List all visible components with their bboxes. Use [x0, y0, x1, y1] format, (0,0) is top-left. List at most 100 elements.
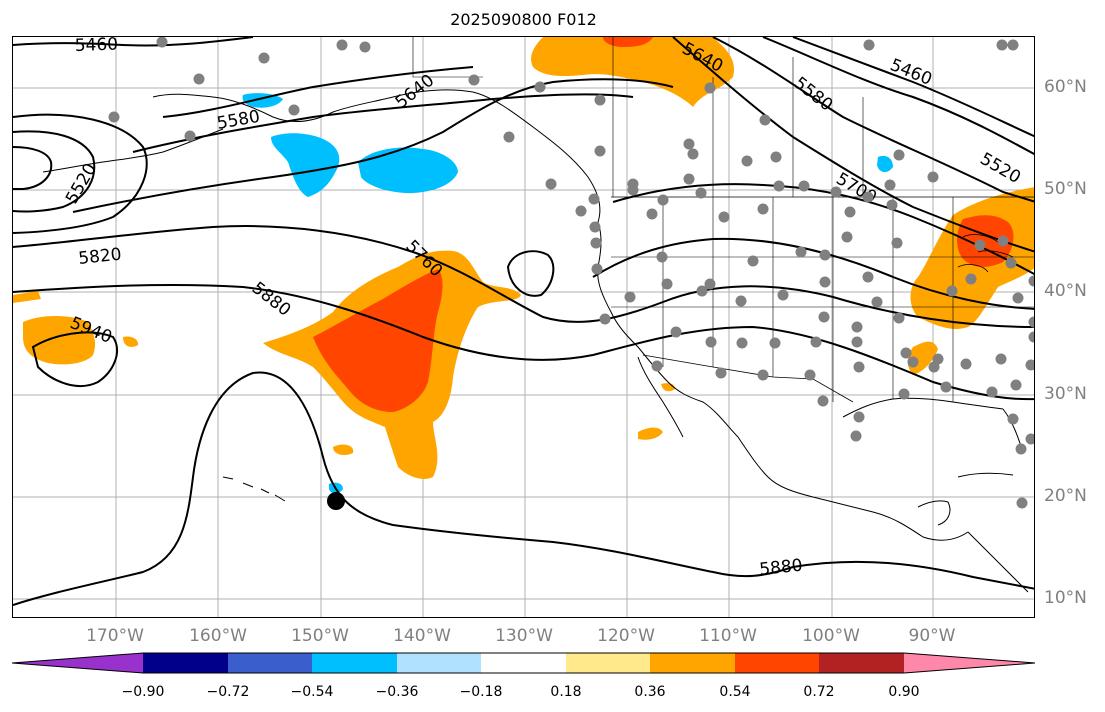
bering-blue-area — [271, 133, 340, 197]
station-dot — [590, 237, 602, 249]
station-dot — [759, 114, 771, 126]
west-pacific-orange-blob — [123, 336, 139, 347]
station-dot — [853, 411, 865, 423]
station-dot — [656, 251, 668, 263]
colorbar-tick-label: −0.72 — [206, 684, 250, 700]
station-dot — [1028, 316, 1034, 328]
station-dot — [898, 388, 910, 400]
station-dot — [627, 184, 639, 196]
colorbar-segment — [735, 653, 819, 673]
station-dot — [468, 74, 480, 86]
contour-label: 5460 — [887, 55, 935, 90]
station-dot — [503, 131, 515, 143]
precip-positive-shading — [13, 37, 1034, 479]
station-dot — [795, 246, 807, 258]
station-markers — [108, 37, 1034, 509]
station-dot — [747, 255, 759, 267]
station-dot — [156, 37, 168, 48]
station-dot — [599, 313, 611, 325]
bering-low-contour — [162, 66, 474, 118]
station-dot — [893, 149, 905, 161]
station-dot — [704, 82, 716, 94]
west-pacific-orange-area — [23, 315, 96, 365]
station-dot — [594, 145, 606, 157]
station-dot — [1025, 433, 1034, 445]
station-dot — [588, 193, 600, 205]
station-dot — [741, 155, 753, 167]
lon-label: 160°W — [189, 626, 247, 646]
station-dot — [534, 81, 546, 93]
station-dot — [777, 289, 789, 301]
colorbar-segment — [143, 653, 228, 673]
station-dot — [996, 39, 1008, 51]
alaska-coast — [152, 89, 601, 223]
station-dot — [932, 353, 944, 365]
colorbar-segment — [12, 653, 143, 673]
station-dot — [850, 430, 862, 442]
station-dot — [851, 321, 863, 333]
colorbar-segment — [481, 653, 566, 673]
aleutian-islands — [42, 128, 224, 173]
colorbar-segment — [819, 653, 904, 673]
lon-label: 150°W — [291, 626, 349, 646]
hawaii-location-marker — [327, 492, 345, 510]
station-dot — [646, 208, 658, 220]
station-dot — [1012, 292, 1024, 304]
height-contours — [13, 37, 1034, 606]
lon-label: 170°W — [86, 626, 144, 646]
station-dot — [683, 173, 695, 185]
bering-low-contour-3 — [72, 78, 674, 213]
station-dot — [589, 221, 601, 233]
low-center-contour — [13, 146, 53, 190]
colorbar-tick-label: 0.90 — [888, 684, 920, 700]
station-dot — [624, 291, 636, 303]
station-dot — [995, 353, 1007, 365]
station-dot — [886, 199, 898, 211]
great-lakes — [957, 234, 1014, 273]
station-dot — [184, 130, 196, 142]
map-canvas: 5460 5580 5640 5640 5580 5460 5520 5520 … — [13, 37, 1034, 617]
station-dot — [575, 205, 587, 217]
low-contour-3 — [13, 113, 148, 234]
station-dot — [770, 151, 782, 163]
station-dot — [819, 276, 831, 288]
station-dot — [773, 180, 785, 192]
station-dot — [997, 235, 1009, 247]
contour-label: 5880 — [758, 556, 803, 580]
station-dot — [884, 179, 896, 191]
station-dot — [769, 337, 781, 349]
contour-5820 — [13, 225, 1034, 328]
canada-red-core — [603, 37, 653, 47]
pacific-orange-blob — [661, 383, 675, 392]
colorbar-tick-label: −0.18 — [459, 684, 503, 700]
station-dot — [810, 336, 822, 348]
station-dot — [946, 285, 958, 297]
station-dot — [940, 381, 952, 393]
colorbar-tick-label: −0.36 — [375, 684, 419, 700]
coastlines — [42, 37, 1034, 593]
baja-peninsula — [637, 356, 684, 438]
contour-label: 5520 — [62, 160, 101, 207]
station-dot — [715, 367, 727, 379]
canada-orange-area — [531, 37, 734, 107]
contour-label: 5820 — [77, 245, 122, 269]
station-dot — [841, 231, 853, 243]
station-dot — [1028, 275, 1034, 287]
map-title: 2025090800 F012 — [450, 10, 597, 29]
station-dot — [705, 336, 717, 348]
contour-label: 5580 — [215, 107, 261, 134]
station-dot — [336, 39, 348, 51]
colorbar-segment — [228, 653, 312, 673]
station-dot — [863, 39, 875, 51]
station-dot — [670, 326, 682, 338]
station-dot — [798, 180, 810, 192]
lat-label: 30°N — [1044, 384, 1087, 404]
small-orange-blob — [333, 444, 354, 455]
lat-label: 40°N — [1044, 281, 1087, 301]
station-dot — [974, 239, 986, 251]
station-dot — [1005, 257, 1017, 269]
contour-5460-east — [792, 37, 1034, 138]
lon-label: 130°W — [495, 626, 553, 646]
station-dot — [965, 273, 977, 285]
province-lines — [412, 37, 864, 197]
